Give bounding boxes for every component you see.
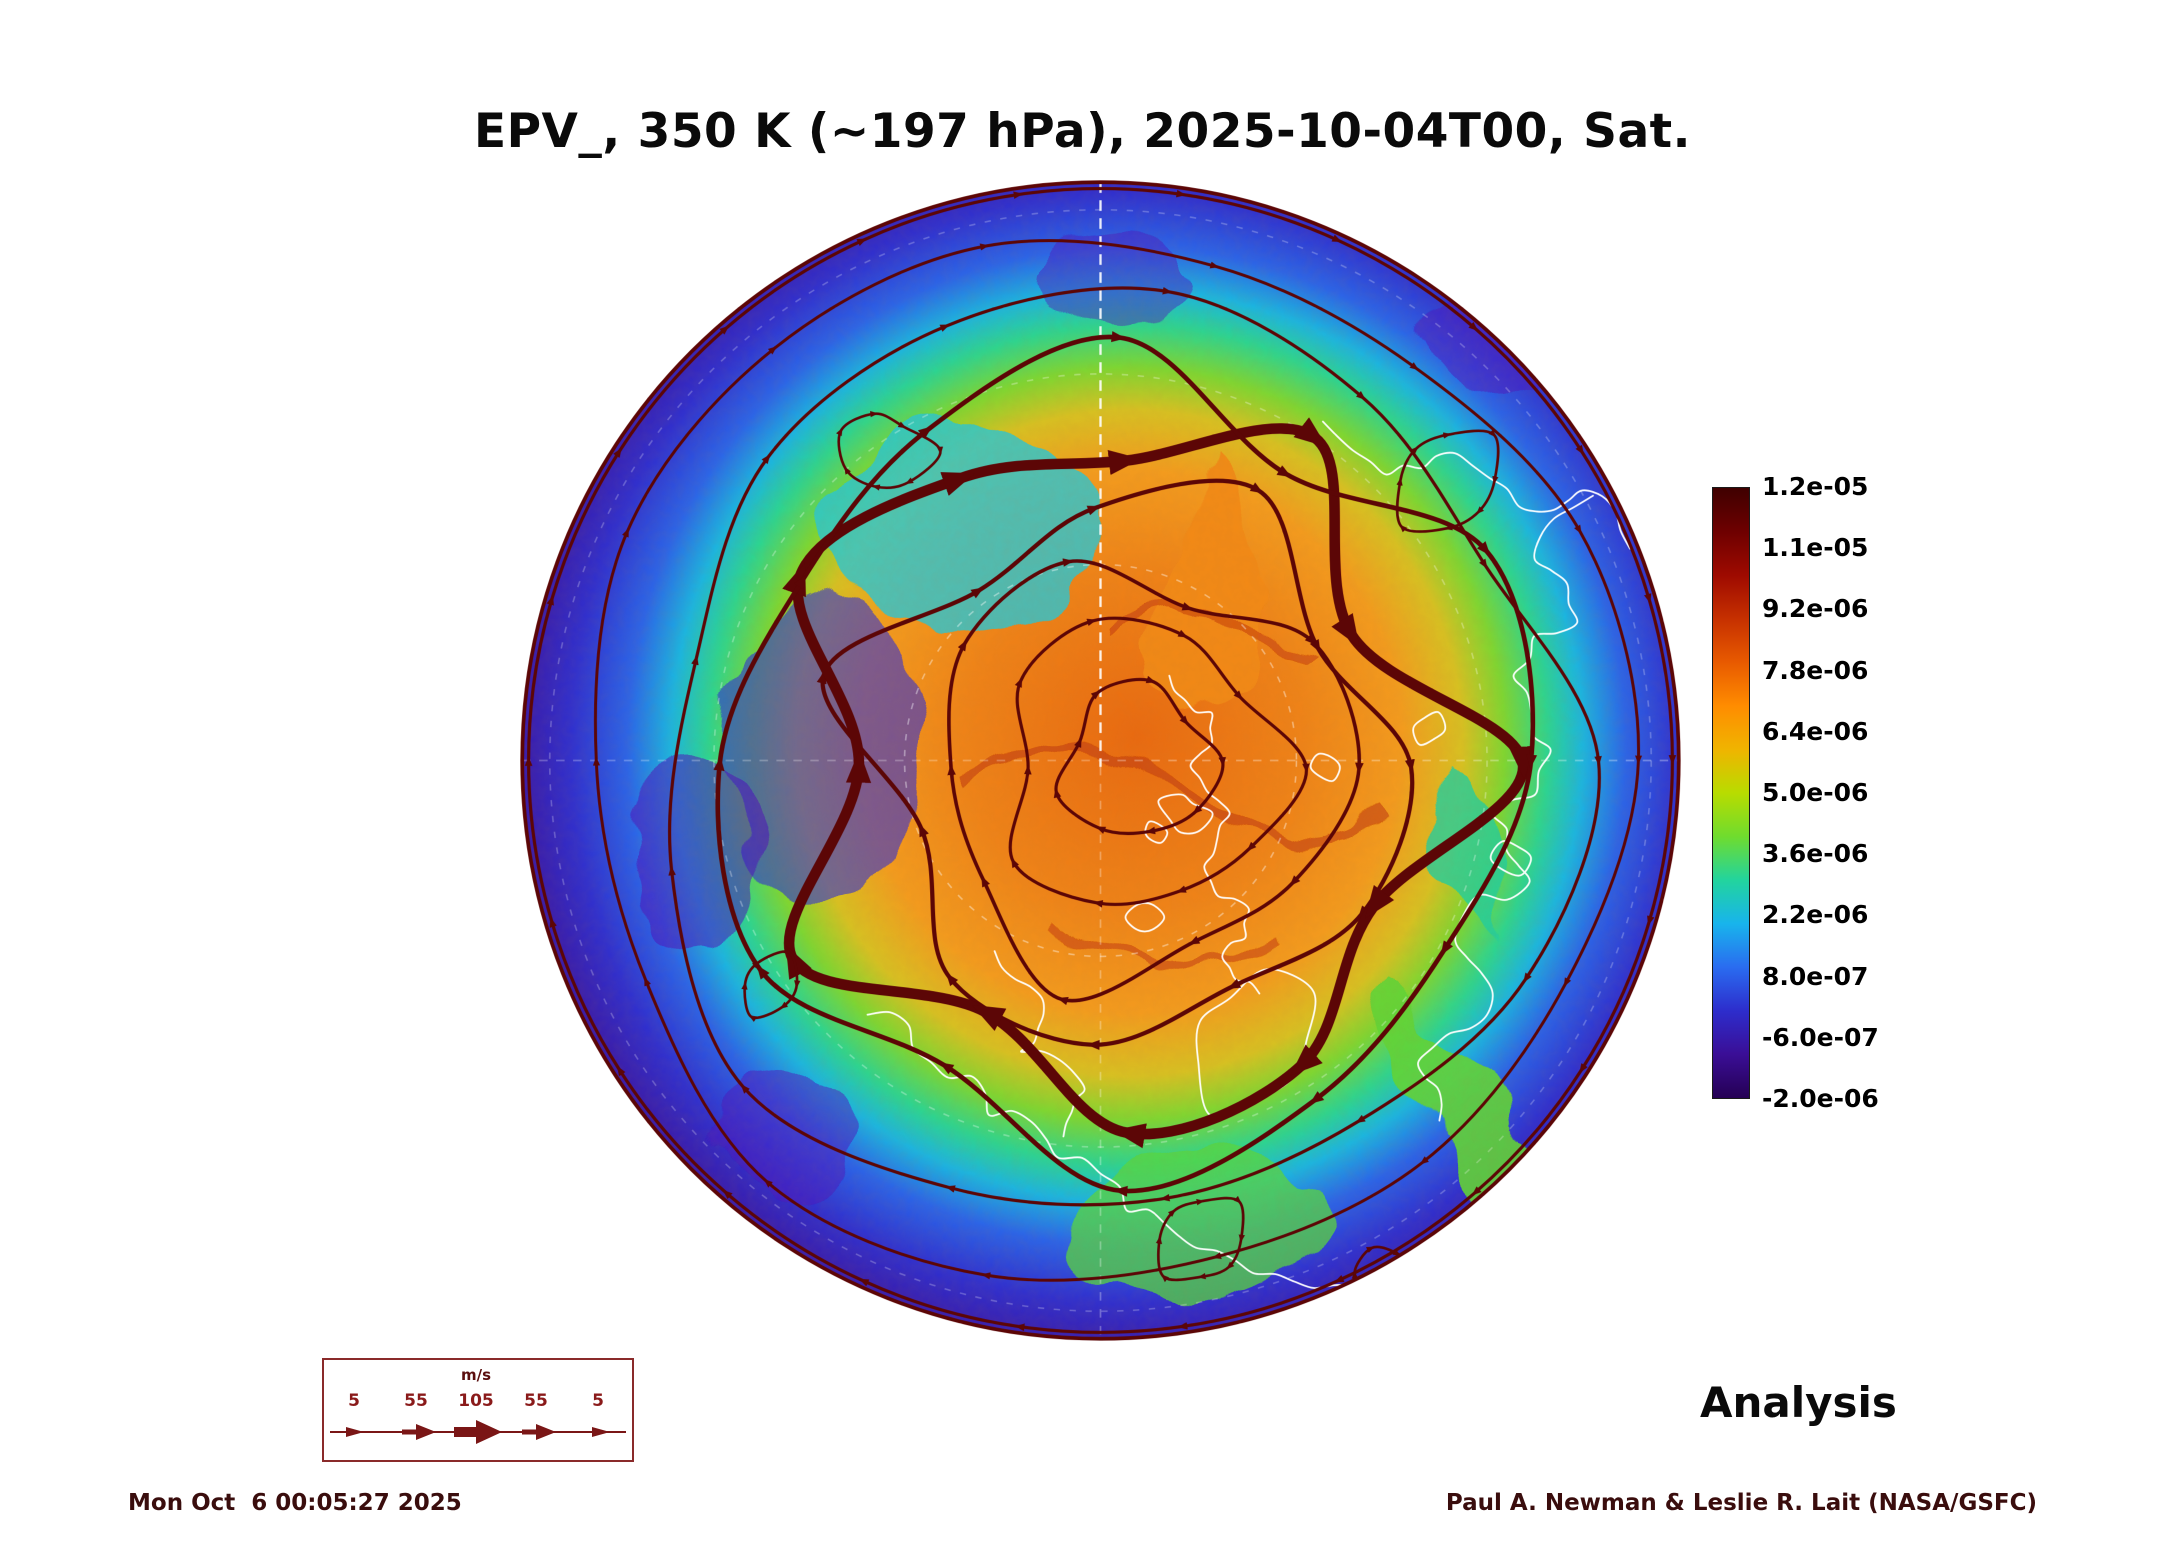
- colorbar-tick: 7.8e-06: [1762, 655, 1869, 685]
- colorbar-tick: 1.1e-05: [1762, 533, 1869, 563]
- map-rim: [520, 180, 1681, 1341]
- colorbar-tick: 2.2e-06: [1762, 900, 1869, 930]
- wind-speed-value: 5: [348, 1391, 360, 1411]
- colorbar-tick: 5.0e-06: [1762, 777, 1869, 807]
- timestamp: Mon Oct 6 00:05:27 2025: [128, 1490, 462, 1516]
- colorbar-gradient: [1712, 487, 1750, 1099]
- colorbar-tick: 1.2e-05: [1762, 472, 1869, 501]
- wind-legend-svg: m/s 5 55 105 55 5: [330, 1366, 626, 1444]
- streamline-eddy: [1158, 1198, 1243, 1280]
- wind-speed-value: 55: [524, 1391, 548, 1411]
- streamline-eddy: [839, 414, 942, 488]
- colorbar: 1.2e-05 1.1e-05 9.2e-06 7.8e-06 6.4e-06 …: [1712, 473, 1879, 1113]
- colorbar-tick: -2.0e-06: [1762, 1083, 1879, 1113]
- epv-purple-patch: [1555, 1099, 1673, 1248]
- analysis-label: Analysis: [1700, 1378, 1897, 1427]
- wind-arrow-medium: [402, 1424, 436, 1440]
- wind-arrow-small: [592, 1427, 610, 1437]
- epv-globe-svg: [520, 180, 1681, 1341]
- wind-speed-legend: m/s 5 55 105 55 5: [322, 1358, 634, 1462]
- colorbar-tick: 8.0e-07: [1762, 961, 1869, 991]
- colorbar-tick: 9.2e-06: [1762, 594, 1869, 624]
- streamline-eddy: [745, 952, 799, 1018]
- streamlines-layer: [529, 189, 1674, 1333]
- streamline-eddy: [1397, 431, 1498, 532]
- wind-arrow-medium: [522, 1424, 556, 1440]
- epv-polar-map: [518, 178, 1683, 1343]
- wind-arrow-large: [454, 1420, 502, 1444]
- credit: Paul A. Newman & Leslie R. Lait (NASA/GS…: [1445, 1490, 2037, 1516]
- chart-title: EPV_, 350 K (~197 hPa), 2025-10-04T00, S…: [474, 104, 1691, 159]
- colorbar-tick: 6.4e-06: [1762, 716, 1869, 746]
- wind-units-label: m/s: [461, 1366, 491, 1384]
- colorbar-tick: -6.0e-07: [1762, 1022, 1879, 1052]
- wind-arrow-small: [346, 1427, 364, 1437]
- colorbar-labels: 1.2e-05 1.1e-05 9.2e-06 7.8e-06 6.4e-06 …: [1762, 473, 1879, 1113]
- colorbar-tick: 3.6e-06: [1762, 839, 1869, 869]
- wind-speed-value: 5: [592, 1391, 604, 1411]
- streamline-eddy: [1549, 1133, 1630, 1199]
- wind-speed-value: 55: [404, 1391, 428, 1411]
- wind-speed-value: 105: [458, 1391, 494, 1411]
